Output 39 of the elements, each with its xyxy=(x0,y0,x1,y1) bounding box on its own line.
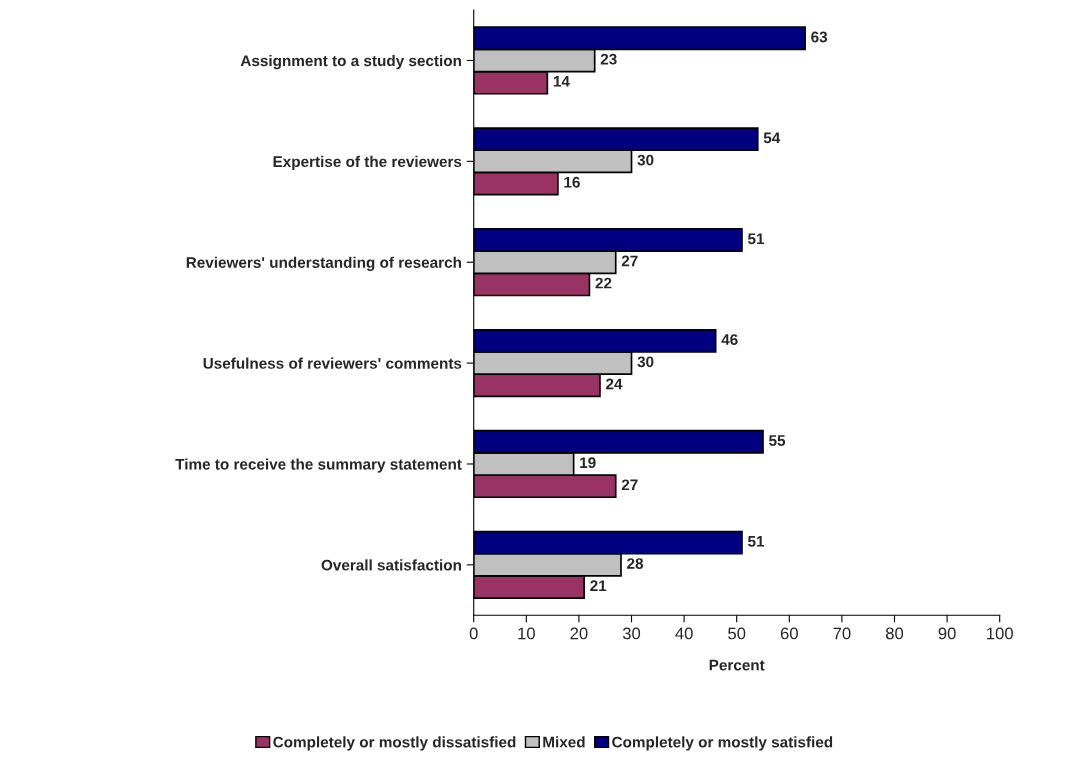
data-label: 27 xyxy=(621,479,638,491)
x-tick-label: 80 xyxy=(885,627,904,640)
data-label: 21 xyxy=(590,580,607,591)
x-tick-label: 0 xyxy=(469,627,478,640)
data-label: 46 xyxy=(721,334,738,346)
legend-label: Completely or mostly dissatisfied xyxy=(273,736,516,751)
y-tick-label: Expertise of the reviewers xyxy=(273,155,462,171)
x-axis-title: Percent xyxy=(709,659,765,671)
data-label: 28 xyxy=(627,558,644,569)
y-tick-label: Usefulness of reviewers' comments xyxy=(203,357,462,369)
x-tick-label: 30 xyxy=(622,627,641,640)
x-tick-label: 70 xyxy=(833,627,851,640)
y-tick-label: Time to receive the summary statement xyxy=(175,458,462,473)
x-tick-label: 50 xyxy=(728,627,746,640)
x-tick-label: 40 xyxy=(675,627,693,640)
x-tick-label: 20 xyxy=(570,627,588,640)
data-label: 54 xyxy=(763,132,781,144)
x-tick-label: 100 xyxy=(987,627,1013,640)
data-label: 19 xyxy=(580,457,596,469)
x-tick-label: 60 xyxy=(780,627,798,640)
y-tick-label: Overall satisfaction xyxy=(321,559,461,571)
legend-label: Completely or mostly satisfied xyxy=(612,736,833,751)
data-label: 51 xyxy=(747,536,765,547)
data-label: 30 xyxy=(637,356,654,368)
x-tick-label: 10 xyxy=(518,627,535,640)
x-tick-label: 90 xyxy=(938,627,956,640)
data-label: 30 xyxy=(637,154,654,166)
data-label: 55 xyxy=(769,435,786,446)
legend-label: Mixed xyxy=(543,736,585,748)
y-tick-label: Assignment to a study section xyxy=(240,54,461,70)
data-label: 16 xyxy=(564,176,580,188)
data-label: 24 xyxy=(606,378,623,390)
data-label: 27 xyxy=(621,255,638,267)
data-label: 22 xyxy=(595,277,612,289)
data-label: 23 xyxy=(600,53,617,65)
data-label: 63 xyxy=(811,31,828,43)
y-tick-label: Reviewers' understanding of research xyxy=(186,256,461,271)
data-label: 14 xyxy=(553,76,570,87)
data-label: 51 xyxy=(747,233,765,245)
